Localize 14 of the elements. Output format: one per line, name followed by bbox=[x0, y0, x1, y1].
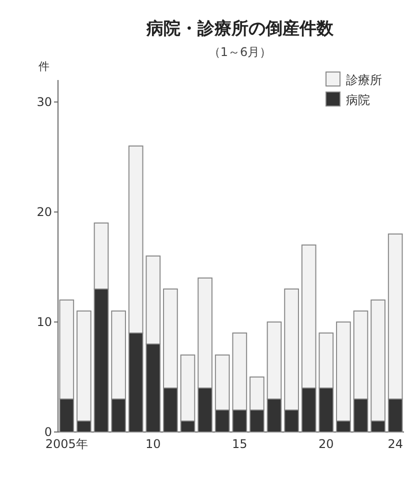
legend-label: 病院 bbox=[346, 93, 370, 107]
x-tick-label: 24 bbox=[388, 437, 403, 451]
y-tick-label: 0 bbox=[44, 425, 52, 439]
chart-subtitle: （1～6月） bbox=[208, 45, 272, 59]
x-tick-label: 10 bbox=[146, 437, 161, 451]
y-tick-label: 20 bbox=[36, 205, 52, 219]
x-tick-label: 20 bbox=[318, 437, 334, 451]
y-axis-title: 件 bbox=[38, 60, 50, 73]
chart-title: 病院・診療所の倒産件数 bbox=[146, 19, 334, 39]
y-tick-label: 30 bbox=[36, 95, 52, 109]
y-tick-label: 10 bbox=[36, 315, 52, 329]
x-tick-label: 2005年 bbox=[45, 437, 88, 451]
x-tick-label: 15 bbox=[232, 437, 248, 451]
legend-label: 診療所 bbox=[346, 73, 382, 87]
